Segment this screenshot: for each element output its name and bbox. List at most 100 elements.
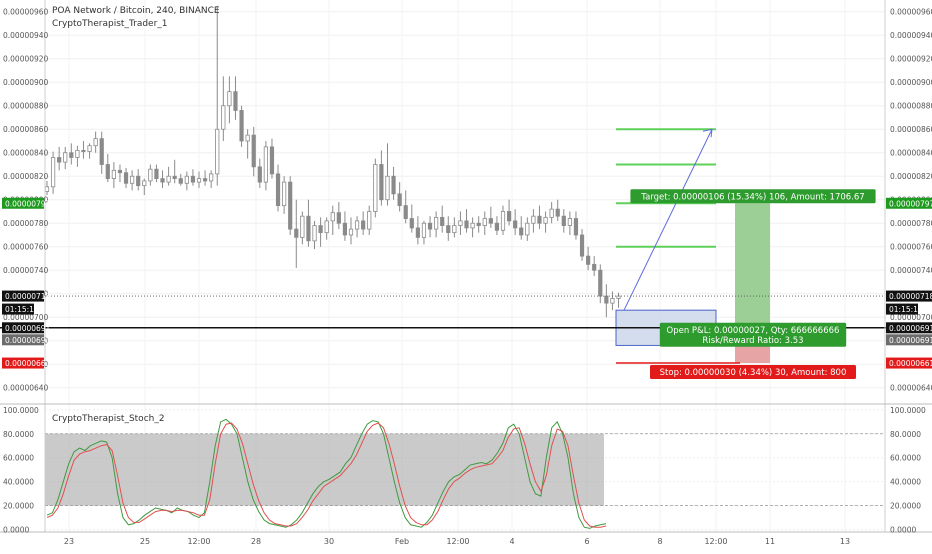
candle[interactable] [130,170,135,191]
candle[interactable] [251,126,256,177]
candle[interactable] [531,209,536,233]
candle[interactable] [537,205,542,230]
candle[interactable] [361,211,366,235]
candles[interactable] [44,5,621,318]
candle[interactable] [239,105,244,147]
candle-body [373,164,378,212]
candle[interactable] [160,170,165,188]
candle[interactable] [421,220,427,245]
candle[interactable] [354,216,360,238]
candle[interactable] [63,146,68,170]
candle[interactable] [87,143,92,159]
candle[interactable] [506,199,512,226]
candle[interactable] [245,129,250,159]
long-position-tool[interactable]: Target: 0.00000106 (15.34%) 106, Amount:… [0,128,932,380]
candle[interactable] [543,211,548,233]
candle[interactable] [494,216,500,235]
candle[interactable] [452,217,457,238]
candle[interactable] [592,256,597,277]
candle[interactable] [440,205,445,233]
candle[interactable] [513,209,518,235]
candle[interactable] [263,140,268,191]
candle[interactable] [215,5,220,186]
candle[interactable] [385,143,390,206]
candle[interactable] [196,171,202,188]
candle[interactable] [427,216,433,238]
candle[interactable] [488,206,493,228]
candle[interactable] [476,216,481,233]
candle[interactable] [573,211,579,240]
candle[interactable] [446,216,451,241]
candle[interactable] [75,145,80,167]
candle[interactable] [105,153,110,183]
candle[interactable] [434,211,439,238]
candle[interactable] [99,131,104,174]
candle[interactable] [269,138,275,179]
candle[interactable] [342,211,348,241]
candle[interactable] [373,158,378,218]
candle[interactable] [610,291,615,311]
candle[interactable] [458,211,463,235]
candle[interactable] [330,205,335,235]
candle[interactable] [579,229,585,261]
candle[interactable] [209,170,214,188]
candle[interactable] [415,216,420,245]
candle[interactable] [482,211,487,235]
candle[interactable] [257,158,262,188]
candle[interactable] [111,162,116,188]
candle[interactable] [519,216,524,240]
candle[interactable] [586,246,591,271]
candle[interactable] [525,217,530,241]
candle[interactable] [409,204,414,233]
candle[interactable] [561,209,566,233]
candle[interactable] [117,164,123,183]
candle[interactable] [403,190,408,224]
candle[interactable] [275,164,281,212]
candle[interactable] [227,76,232,124]
candle[interactable] [142,178,147,196]
candle[interactable] [555,199,560,221]
candle[interactable] [282,176,287,214]
candle[interactable] [470,217,475,238]
candle[interactable] [300,211,305,245]
candle[interactable] [464,209,469,233]
candle[interactable] [288,176,293,235]
candle[interactable] [336,202,341,230]
candle[interactable] [500,205,506,235]
candle[interactable] [50,151,56,194]
candle[interactable] [81,140,86,159]
candle-body [196,178,202,183]
candle[interactable] [567,211,572,235]
candle[interactable] [306,199,311,247]
candle[interactable] [318,217,323,247]
candle[interactable] [324,217,329,240]
candle[interactable] [397,182,402,212]
candle[interactable] [391,166,396,200]
target-zone[interactable] [735,203,770,328]
candle[interactable] [233,76,238,120]
candle[interactable] [190,169,196,186]
candle[interactable] [148,164,153,186]
candle[interactable] [136,169,141,191]
candle[interactable] [172,159,177,184]
candle[interactable] [221,76,226,141]
candle[interactable] [202,170,208,186]
candle[interactable] [93,131,98,153]
candle[interactable] [166,166,171,186]
candle[interactable] [154,164,159,183]
projection-arrow[interactable] [623,129,713,311]
candle[interactable] [312,220,317,250]
candle[interactable] [178,173,183,186]
candle[interactable] [123,168,129,188]
candle[interactable] [348,217,354,245]
candle[interactable] [549,202,554,224]
candle[interactable] [184,171,189,191]
candle[interactable] [294,199,299,268]
candle[interactable] [69,143,74,165]
candle[interactable] [379,150,384,206]
candle-body [379,164,384,201]
candle[interactable] [367,205,372,235]
candle[interactable] [57,146,62,171]
